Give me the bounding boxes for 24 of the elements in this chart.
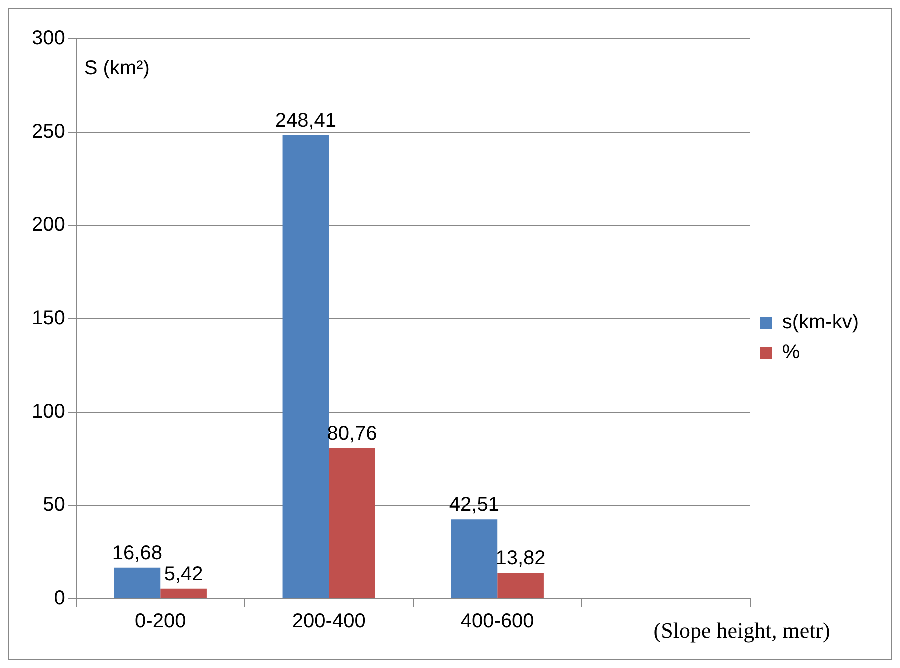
bar [160, 588, 207, 598]
y-tick-label: 50 [43, 494, 66, 516]
x-tick-label: 0-200 [135, 610, 186, 633]
y-tick-label: 150 [32, 308, 66, 330]
y-tick-label: 0 [54, 588, 66, 610]
y-tick-label: 300 [32, 28, 66, 50]
x-axis-title: (Slope height, metr) [654, 618, 830, 643]
legend-label: s(km-kv) [782, 312, 859, 334]
bar [451, 520, 498, 598]
data-label: 248,41 [275, 110, 337, 132]
x-tick-label: 400-600 [460, 610, 534, 633]
data-label: 16,68 [112, 542, 162, 564]
x-tick-label: 200-400 [292, 610, 366, 633]
data-label: 42,51 [449, 494, 500, 516]
y-tick-label: 200 [32, 214, 66, 236]
bar [329, 448, 376, 598]
bar [498, 573, 544, 598]
y-axis-title: S (km²) [84, 58, 150, 80]
y-tick-label: 100 [32, 400, 66, 423]
bar [114, 568, 161, 598]
legend-label: % [782, 342, 800, 364]
data-label: 5,42 [164, 563, 204, 586]
bar [282, 135, 330, 598]
y-tick-label: 250 [32, 120, 66, 143]
